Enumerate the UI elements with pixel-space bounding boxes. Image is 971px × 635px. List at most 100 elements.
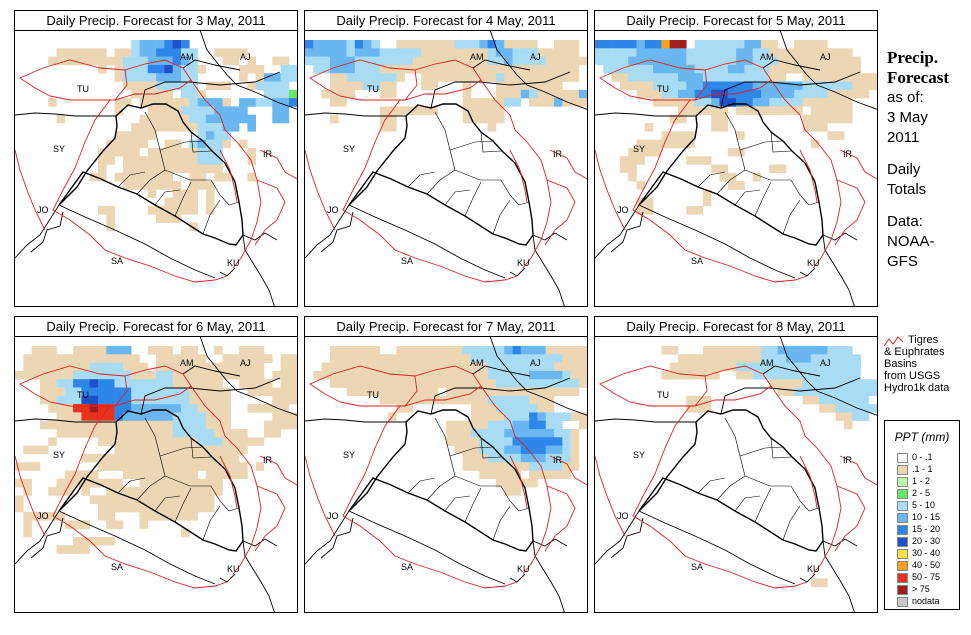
precip-cell bbox=[545, 354, 555, 363]
precip-cell bbox=[156, 420, 165, 430]
precip-cell bbox=[619, 40, 629, 49]
precip-cell bbox=[794, 48, 803, 57]
precip-cell bbox=[545, 379, 555, 388]
precip-cell bbox=[471, 404, 480, 413]
precip-cell bbox=[181, 56, 190, 66]
precip-cell bbox=[702, 89, 712, 99]
precip-cell bbox=[802, 387, 812, 397]
precip-cell bbox=[156, 89, 165, 99]
precip-cell bbox=[197, 164, 207, 174]
precip-cell bbox=[139, 437, 149, 446]
precip-cell bbox=[619, 73, 629, 82]
precip-cell bbox=[222, 395, 232, 405]
precip-cell bbox=[487, 370, 497, 380]
precip-cell bbox=[396, 106, 405, 115]
precip-cell bbox=[554, 346, 563, 355]
country-label: AJ bbox=[530, 358, 541, 368]
precip-cell bbox=[412, 40, 422, 49]
precip-cell bbox=[446, 346, 455, 355]
basin-boundary bbox=[770, 79, 842, 269]
precip-cell bbox=[379, 114, 389, 124]
precip-cell bbox=[819, 64, 828, 74]
precip-cell bbox=[479, 379, 488, 388]
precip-cell bbox=[396, 56, 405, 66]
precip-cell bbox=[172, 387, 182, 397]
precip-cell bbox=[156, 512, 165, 521]
precip-cell bbox=[64, 354, 74, 363]
precip-cell bbox=[98, 156, 107, 165]
precip-cell bbox=[462, 395, 472, 405]
precip-cell bbox=[363, 73, 372, 82]
iraq-border bbox=[58, 103, 244, 246]
precip-cell bbox=[802, 123, 812, 132]
precip-cell bbox=[122, 156, 132, 165]
precip-cell bbox=[147, 404, 157, 413]
precip-cell bbox=[545, 73, 555, 82]
precip-cell bbox=[827, 64, 836, 74]
precip-cell bbox=[835, 81, 845, 91]
precip-cell bbox=[197, 156, 207, 165]
precip-cell bbox=[504, 362, 513, 372]
forecast-info: Precip. Forecast as of: 3 May 2011 Daily… bbox=[887, 48, 971, 272]
country-border bbox=[762, 365, 821, 377]
precip-cell bbox=[164, 404, 173, 413]
precip-cell bbox=[214, 470, 223, 480]
basin-boundary bbox=[15, 149, 46, 231]
precip-cell bbox=[727, 147, 737, 157]
precip-cell bbox=[446, 420, 455, 430]
precip-cell bbox=[147, 172, 157, 182]
basin-boundary bbox=[259, 149, 297, 180]
precip-cell bbox=[678, 370, 687, 380]
basin-boundary bbox=[305, 455, 336, 537]
precip-cell bbox=[819, 387, 828, 397]
precip-cell bbox=[297, 379, 298, 388]
precip-cell bbox=[495, 478, 505, 488]
ppt-legend-swatch bbox=[897, 488, 908, 499]
precip-cell bbox=[64, 420, 74, 430]
precip-cell bbox=[537, 64, 546, 74]
precip-cell bbox=[628, 147, 637, 157]
precip-cell bbox=[653, 64, 662, 74]
precip-cell bbox=[122, 470, 132, 480]
precip-cell bbox=[504, 354, 513, 363]
precip-cell bbox=[48, 370, 57, 380]
precip-cell bbox=[239, 48, 248, 57]
ppt-legend-swatch bbox=[897, 452, 908, 463]
precip-cell bbox=[512, 81, 522, 91]
country-border bbox=[532, 540, 565, 612]
precip-cell bbox=[247, 437, 256, 446]
precip-cell bbox=[114, 106, 124, 115]
basin-boundary bbox=[404, 375, 418, 407]
precip-cell bbox=[272, 114, 281, 124]
precip-cell bbox=[205, 156, 215, 165]
country-label: IR bbox=[263, 455, 273, 465]
precip-cell bbox=[562, 470, 571, 480]
precip-cell bbox=[73, 48, 82, 57]
basin-boundary bbox=[190, 385, 262, 575]
precip-cell bbox=[437, 354, 447, 363]
country-border bbox=[430, 71, 571, 109]
precip-cell bbox=[495, 114, 505, 124]
precip-cell bbox=[354, 370, 364, 380]
precip-cell bbox=[147, 453, 157, 463]
precip-cell bbox=[860, 89, 870, 99]
precip-cell bbox=[396, 362, 405, 372]
precip-cell bbox=[537, 81, 546, 91]
precip-cell bbox=[777, 346, 787, 355]
precip-cell bbox=[860, 395, 870, 405]
precip-cell bbox=[122, 81, 132, 91]
province-boundary bbox=[454, 169, 501, 181]
precip-cell bbox=[777, 370, 787, 380]
country-border bbox=[320, 517, 354, 559]
precip-cell bbox=[761, 56, 770, 66]
province-boundary bbox=[190, 437, 212, 459]
precip-cell bbox=[139, 512, 149, 521]
precip-cell bbox=[462, 346, 472, 355]
precip-cell bbox=[487, 445, 497, 455]
province-boundary bbox=[782, 199, 801, 235]
precip-cell bbox=[761, 362, 770, 372]
basin-boundary bbox=[114, 69, 128, 101]
precip-cell bbox=[73, 370, 82, 380]
precip-cell bbox=[479, 429, 488, 438]
precip-cell bbox=[628, 56, 637, 66]
